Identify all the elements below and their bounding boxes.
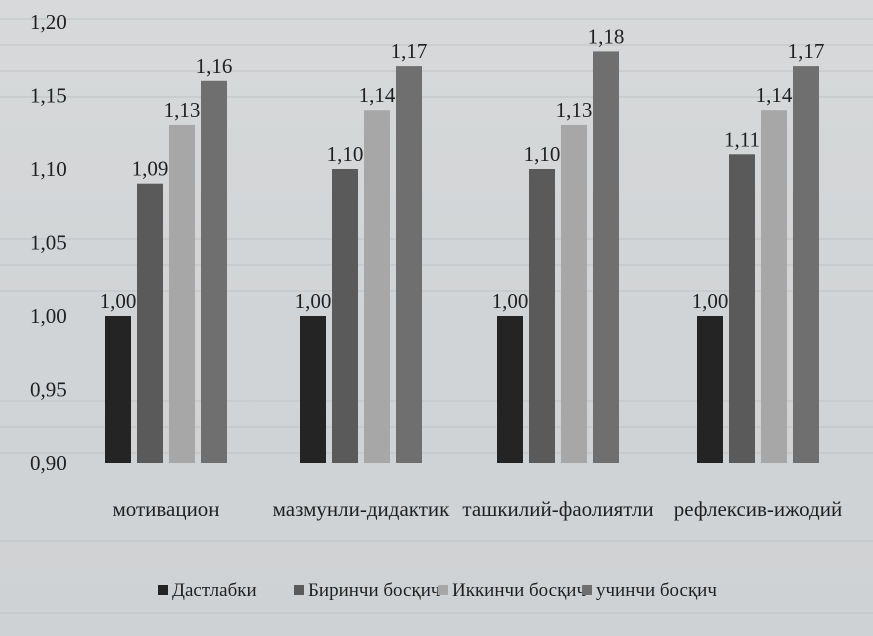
bar-value-label: 1,13 (164, 98, 201, 122)
bar (697, 316, 723, 463)
bar-value-label: 1,14 (359, 83, 396, 107)
bar-value-label: 1,00 (100, 289, 137, 313)
y-tick-label: 1,00 (30, 304, 67, 328)
category-label: рефлексив-ижодий (674, 497, 842, 521)
legend-swatch (582, 585, 592, 595)
bar-value-label: 1,00 (492, 289, 529, 313)
legend-swatch (438, 585, 448, 595)
bar (761, 110, 787, 463)
bar (729, 154, 755, 464)
bar-value-label: 1,18 (588, 24, 625, 48)
bar-value-label: 1,13 (556, 98, 593, 122)
y-tick-label: 0,90 (30, 451, 67, 475)
bar (137, 183, 163, 463)
bar-value-label: 1,17 (391, 39, 428, 63)
bar-value-label: 1,14 (756, 83, 793, 107)
bar (300, 316, 326, 463)
bar-value-label: 1,00 (692, 289, 729, 313)
bar (529, 169, 555, 463)
bar (169, 124, 195, 464)
bar-value-label: 1,09 (132, 157, 169, 181)
bar (364, 110, 390, 463)
legend-swatch (294, 585, 304, 595)
category-label: мазмунли-дидактик (273, 497, 450, 521)
bar-value-label: 1,10 (524, 142, 561, 166)
bar (793, 66, 819, 463)
y-axis-ticks: 0,90 0,95 1,00 1,05 1,10 1,15 1,20 (30, 10, 67, 475)
bar-value-label: 1,10 (327, 142, 364, 166)
y-tick-label: 1,10 (30, 157, 67, 181)
bar-value-label: 1,16 (196, 54, 233, 78)
y-tick-label: 1,20 (30, 10, 67, 34)
category-label: ташкилий-фаолиятли (462, 497, 653, 521)
legend-swatch (158, 585, 168, 595)
bar-value-label: 1,11 (724, 127, 760, 151)
y-tick-label: 0,95 (30, 378, 67, 402)
bar (332, 169, 358, 463)
bars (105, 51, 819, 464)
bar (396, 66, 422, 463)
legend-label: Дастлабки (172, 580, 257, 601)
category-labels: мотивацион мазмунли-дидактик ташкилий-фаол… (112, 497, 842, 521)
bar-value-label: 1,00 (295, 289, 332, 313)
legend: Дастлабки Биринчи босқич Иккинчи босқич учи… (158, 580, 717, 601)
legend-label: учинчи босқич (596, 580, 717, 601)
bar-value-label: 1,17 (788, 39, 825, 63)
legend-label: Биринчи босқич (308, 580, 441, 601)
y-tick-label: 1,05 (30, 231, 67, 255)
bar (105, 316, 131, 463)
bar (201, 80, 227, 464)
bar (497, 316, 523, 463)
legend-label: Иккинчи босқич (452, 580, 586, 601)
data-labels: 1,00 1,09 1,13 1,16 1,00 1,10 1,14 1,17 1,00 1,10… (100, 24, 825, 313)
bar (593, 51, 619, 464)
y-tick-label: 1,15 (30, 84, 67, 108)
bar (561, 124, 587, 464)
category-label: мотивацион (112, 497, 219, 521)
